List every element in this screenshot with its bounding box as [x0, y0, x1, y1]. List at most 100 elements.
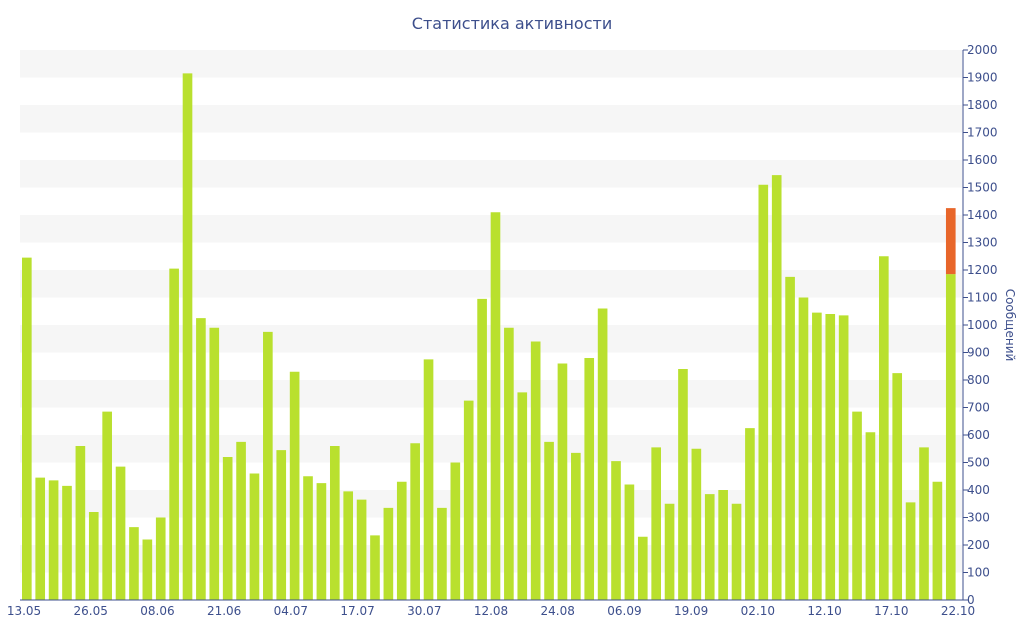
bar[interactable]: [838, 315, 849, 600]
bar[interactable]: [276, 450, 287, 600]
x-tick-label: 26.05: [74, 604, 108, 618]
bar[interactable]: [865, 432, 876, 600]
y-tick-label: 900: [967, 346, 990, 360]
bar[interactable]: [731, 503, 742, 600]
bar[interactable]: [597, 308, 608, 601]
bar[interactable]: [825, 314, 836, 600]
bar[interactable]: [463, 400, 474, 600]
bar[interactable]: [919, 447, 929, 600]
y-tick-label: 0: [967, 593, 975, 607]
bar[interactable]: [169, 268, 179, 600]
y-tick-label: 1100: [967, 291, 998, 305]
y-tick-label: 1300: [967, 236, 998, 250]
x-tick-label: 12.10: [807, 604, 841, 618]
bar[interactable]: [477, 298, 487, 600]
bar[interactable]: [584, 358, 595, 600]
bar[interactable]: [423, 359, 434, 600]
bar[interactable]: [450, 462, 461, 601]
bar[interactable]: [678, 369, 688, 600]
bar[interactable]: [637, 536, 648, 600]
bar[interactable]: [905, 502, 916, 600]
x-tick-label: 12.08: [474, 604, 508, 618]
y-axis: 0 100 200 300 400 500 600 700 800 900 1000 1100 1200…: [962, 43, 998, 607]
x-tick-label: 17.07: [340, 604, 374, 618]
bar[interactable]: [410, 443, 420, 600]
y-tick-label: 200: [967, 538, 990, 552]
bar[interactable]: [396, 481, 407, 600]
bar[interactable]: [329, 446, 340, 600]
bar[interactable]: [289, 371, 300, 600]
x-tick-label: 19.09: [674, 604, 708, 618]
x-tick-label: 04.07: [274, 604, 308, 618]
bar[interactable]: [852, 411, 862, 600]
bar[interactable]: [35, 477, 46, 600]
bar[interactable]: [196, 318, 206, 600]
bar[interactable]: [249, 473, 260, 601]
bar[interactable]: [785, 276, 795, 600]
bar[interactable]: [544, 441, 554, 600]
bar[interactable]: [704, 494, 715, 600]
y-tick-label: 300: [967, 511, 990, 525]
bar[interactable]: [142, 539, 153, 601]
bar[interactable]: [62, 485, 72, 600]
bar[interactable]: [222, 457, 233, 600]
grid-band: [20, 160, 962, 188]
bar[interactable]: [812, 312, 822, 600]
bar[interactable]: [303, 476, 313, 600]
bar[interactable]: [182, 73, 193, 600]
bar[interactable]: [517, 392, 528, 600]
bar[interactable]: [48, 480, 59, 600]
bar[interactable]: [356, 499, 367, 600]
bar[interactable]: [263, 331, 273, 600]
bar[interactable]: [798, 297, 809, 601]
y-axis-title: Сообщений: [1003, 289, 1017, 362]
y-tick-label: 2000: [967, 43, 998, 57]
y-tick-label: 700: [967, 401, 990, 415]
bar[interactable]: [383, 507, 394, 600]
y-tick-label: 500: [967, 456, 990, 470]
bar[interactable]: [691, 448, 702, 600]
bar[interactable]: [571, 452, 581, 600]
bar[interactable]: [22, 257, 32, 600]
bar-segment-current[interactable]: [945, 208, 956, 275]
bar[interactable]: [504, 327, 514, 600]
bar[interactable]: [155, 517, 166, 601]
bar[interactable]: [557, 363, 568, 601]
bar[interactable]: [490, 212, 501, 600]
bar[interactable]: [370, 535, 380, 600]
y-tick-label: 1200: [967, 263, 998, 277]
bar[interactable]: [932, 481, 943, 600]
x-tick-label: 21.06: [207, 604, 241, 618]
bar[interactable]: [530, 341, 541, 601]
bar[interactable]: [236, 441, 246, 600]
bar[interactable]: [771, 175, 782, 600]
y-tick-label: 1800: [967, 98, 998, 112]
bar[interactable]: [664, 503, 675, 600]
x-tick-label: 30.07: [407, 604, 441, 618]
x-axis: 13.05 26.05 08.06 21.06 04.07 17.07 30.07 12.08…: [7, 599, 975, 618]
y-tick-label: 800: [967, 373, 990, 387]
bar[interactable]: [316, 483, 327, 600]
bar[interactable]: [892, 373, 903, 600]
y-tick-label: 600: [967, 428, 990, 442]
bar[interactable]: [437, 507, 447, 600]
bar[interactable]: [745, 428, 755, 600]
bar[interactable]: [651, 447, 661, 600]
y-tick-label: 1900: [967, 71, 998, 85]
bar[interactable]: [879, 256, 889, 600]
x-tick-label: 24.08: [541, 604, 575, 618]
bar[interactable]: [624, 484, 635, 601]
bar[interactable]: [343, 491, 354, 600]
y-tick-label: 1400: [967, 208, 998, 222]
bar[interactable]: [209, 327, 220, 600]
bar[interactable]: [88, 512, 99, 600]
bar[interactable]: [129, 527, 139, 600]
bar[interactable]: [611, 461, 621, 600]
y-tick-label: 1500: [967, 181, 998, 195]
bar[interactable]: [945, 274, 956, 600]
bar[interactable]: [758, 184, 769, 600]
bar[interactable]: [102, 411, 112, 600]
bar[interactable]: [718, 490, 728, 600]
bar[interactable]: [75, 446, 86, 600]
bar[interactable]: [115, 466, 126, 600]
